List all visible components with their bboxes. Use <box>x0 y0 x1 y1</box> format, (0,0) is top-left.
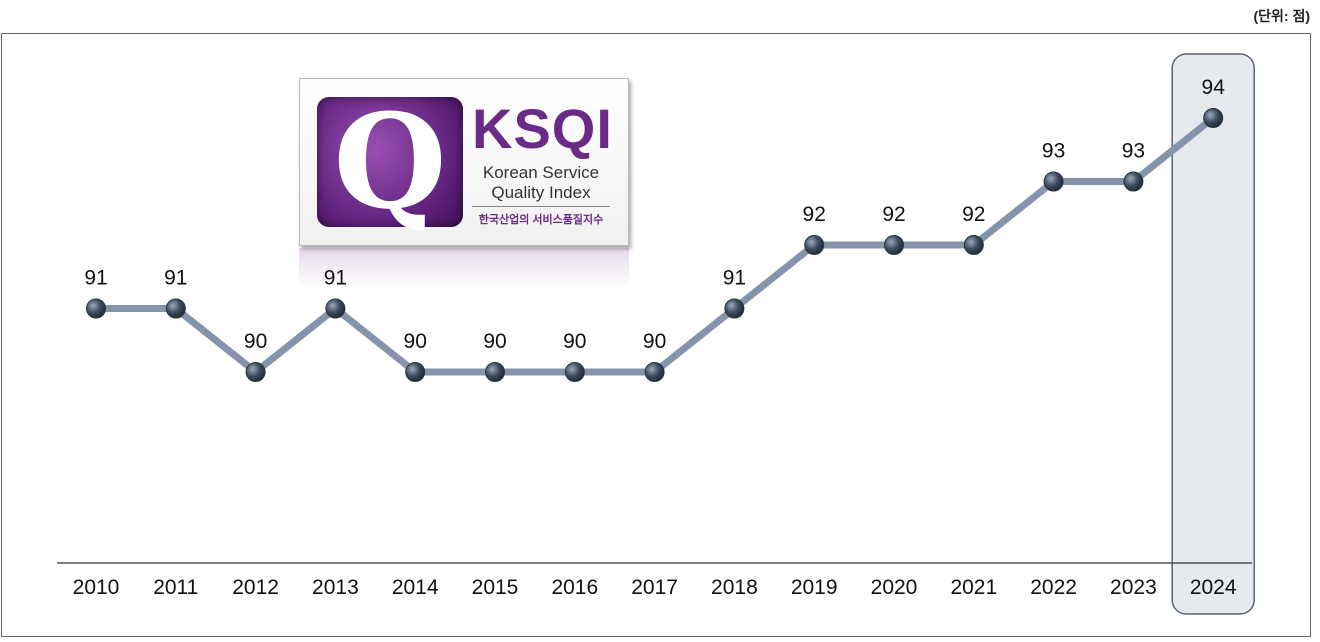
data-label-2014: 90 <box>404 330 427 353</box>
logo-korean-name: 한국산업의 서비스품질지수 <box>478 214 604 226</box>
logo-subtitle-line1: Korean Service <box>482 163 600 182</box>
data-point-2014 <box>405 362 426 382</box>
data-point-2010 <box>86 298 106 319</box>
data-label-2015: 90 <box>483 330 506 353</box>
x-tick-label-2021: 2021 <box>950 576 997 599</box>
x-tick-label-2020: 2020 <box>871 576 918 599</box>
data-label-2022: 93 <box>1042 140 1065 163</box>
x-tick-label-2010: 2010 <box>73 576 120 599</box>
x-tick-label-2017: 2017 <box>631 576 678 599</box>
x-tick-label-2015: 2015 <box>472 576 519 599</box>
data-label-2011: 91 <box>164 267 187 290</box>
x-tick-label-2022: 2022 <box>1030 576 1077 599</box>
x-tick-label-2019: 2019 <box>791 576 838 599</box>
unit-label: (단위: 점) <box>1253 8 1310 24</box>
data-label-2023: 93 <box>1122 140 1145 163</box>
data-point-2011 <box>165 298 186 319</box>
chart-frame <box>1 33 1311 637</box>
data-point-2013 <box>325 298 346 319</box>
data-label-2017: 90 <box>643 330 666 353</box>
data-point-2021 <box>963 235 984 255</box>
x-tick-label-2023: 2023 <box>1110 576 1157 599</box>
data-point-2016 <box>564 362 585 382</box>
x-tick-label-2013: 2013 <box>312 576 359 599</box>
x-tick-label-2016: 2016 <box>551 576 598 599</box>
data-label-2024: 94 <box>1202 76 1226 99</box>
data-label-2020: 92 <box>882 203 905 226</box>
data-label-2013: 91 <box>324 267 347 290</box>
x-tick-label-2011: 2011 <box>153 576 198 599</box>
logo-subtitle-line2: Quality Index <box>491 183 591 202</box>
x-tick-label-2018: 2018 <box>711 576 758 599</box>
data-label-2021: 92 <box>962 203 985 226</box>
logo-q-badge: Q <box>317 89 463 235</box>
logo-reflection <box>299 248 629 288</box>
logo-q-letter: Q <box>333 85 447 238</box>
data-point-2024 <box>1203 108 1224 128</box>
data-point-2015 <box>485 362 505 382</box>
x-tick-label-2012: 2012 <box>232 576 279 599</box>
logo-title: KSQI <box>472 97 613 160</box>
x-tick-label-2024: 2024 <box>1190 576 1237 599</box>
data-label-2016: 90 <box>563 330 586 353</box>
data-label-2019: 92 <box>803 203 826 226</box>
highlight-box-2024 <box>1171 53 1255 615</box>
data-point-2018 <box>724 298 745 319</box>
data-label-2010: 91 <box>84 267 107 290</box>
data-point-2019 <box>804 235 825 255</box>
data-label-2018: 91 <box>723 267 746 290</box>
data-point-2023 <box>1123 171 1144 192</box>
logo-divider <box>472 206 610 207</box>
ksqi-logo: Q KSQI Korean Service Quality Index 한국산업… <box>299 78 629 246</box>
data-point-2017 <box>644 362 665 382</box>
data-label-2012: 90 <box>244 330 267 353</box>
data-point-2020 <box>884 235 904 255</box>
data-point-2012 <box>245 362 266 382</box>
data-point-2022 <box>1043 171 1064 192</box>
x-tick-label-2014: 2014 <box>392 576 439 599</box>
